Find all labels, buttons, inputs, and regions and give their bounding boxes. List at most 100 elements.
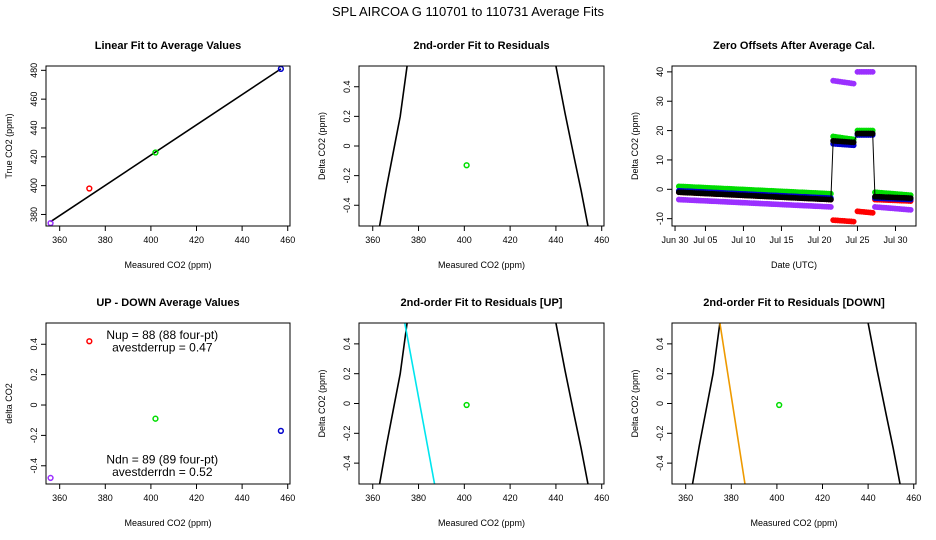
panel-p4: UP - DOWN Average Values 360 380 400 420 440 4… <box>4 297 295 528</box>
fit-line <box>867 323 901 484</box>
y-tick-label: 30 <box>655 96 665 106</box>
x-tick-label: 440 <box>235 493 250 503</box>
fit-line <box>719 323 746 484</box>
y-tick-label: 460 <box>29 92 39 107</box>
x-tick-label: 360 <box>678 493 693 503</box>
x-tick-label: 420 <box>503 493 518 503</box>
plot-frame <box>671 322 917 485</box>
y-axis-label: Delta CO2 (ppm) <box>630 369 640 437</box>
y-tick-label: 20 <box>655 126 665 136</box>
data-layer <box>47 66 285 226</box>
x-tick-label: 460 <box>594 235 609 245</box>
plot-frame <box>358 65 605 227</box>
y-tick-label: -0.4 <box>342 198 352 214</box>
fit-line <box>50 68 282 223</box>
panel-title: UP - DOWN Average Values <box>96 297 239 309</box>
y-tick-label: -0.2 <box>655 426 665 442</box>
data-point <box>463 401 470 409</box>
y-tick-label: 400 <box>29 178 39 193</box>
plot-frame <box>45 322 291 485</box>
data-point <box>776 401 783 409</box>
y-tick-label: -0.4 <box>655 455 665 471</box>
x-tick-label: 380 <box>724 493 739 503</box>
x-tick-label: Jul 30 <box>883 235 907 245</box>
data-point <box>152 149 159 156</box>
annotation: Ndn = 89 (89 four-pt) <box>106 453 218 467</box>
data-point <box>277 427 285 434</box>
x-tick-label: 460 <box>280 493 295 503</box>
x-tick-label: 420 <box>189 493 204 503</box>
x-axis-label: Date (UTC) <box>771 260 817 270</box>
x-axis-label: Measured CO2 (ppm) <box>438 518 525 528</box>
annotation: avestderrdn = 0.52 <box>112 465 213 479</box>
panel-title: 2nd-order Fit to Residuals [DOWN] <box>703 297 885 309</box>
x-tick-label: 440 <box>548 493 563 503</box>
x-tick-label: 420 <box>815 493 830 503</box>
y-tick-label: 380 <box>29 207 39 222</box>
y-tick-label: 480 <box>29 63 39 78</box>
y-tick-label: 10 <box>655 155 665 165</box>
x-tick-label: Jul 05 <box>693 235 717 245</box>
x-tick-label: 460 <box>906 493 921 503</box>
panel-p2: 2nd-order Fit to Residuals 360 380 400 420 44… <box>317 40 609 270</box>
x-tick-label: 360 <box>365 493 380 503</box>
series-point <box>869 209 876 216</box>
y-tick-label: -10 <box>655 212 665 225</box>
y-tick-label: -0.2 <box>29 428 39 444</box>
annotation: Nup = 88 (88 four-pt) <box>106 328 218 342</box>
y-tick-label: 0.2 <box>342 367 352 380</box>
x-tick-label: 440 <box>548 235 563 245</box>
data-point <box>152 415 159 422</box>
series-jump <box>853 133 858 143</box>
series-jump <box>830 140 834 200</box>
x-tick-label: 400 <box>143 493 158 503</box>
data-layer <box>378 323 589 484</box>
series-point <box>850 218 857 225</box>
x-axis-label: Measured CO2 (ppm) <box>438 260 525 270</box>
panel-p1: Linear Fit to Average Values 360 380 400 420… <box>4 40 295 270</box>
figure-title: SPL AIRCOA G 110701 to 110731 Average Fi… <box>332 4 604 19</box>
y-tick-label: -0.2 <box>342 426 352 442</box>
plot-frame <box>358 322 605 485</box>
y-tick-label: 0.4 <box>342 338 352 351</box>
x-tick-label: Jul 20 <box>807 235 831 245</box>
x-tick-label: 460 <box>280 235 295 245</box>
series-jump <box>872 133 876 197</box>
plot-frame <box>45 65 291 227</box>
x-tick-label: 380 <box>98 235 113 245</box>
data-layer <box>47 338 285 482</box>
x-tick-label: 460 <box>594 493 609 503</box>
y-tick-label: 0.4 <box>655 338 665 351</box>
y-tick-label: 0 <box>655 187 665 192</box>
x-tick-label: 400 <box>457 493 472 503</box>
panel-title: Zero Offsets After Average Cal. <box>713 40 875 52</box>
x-tick-label: 420 <box>189 235 204 245</box>
data-point <box>47 474 54 482</box>
panel-title: 2nd-order Fit to Residuals [UP] <box>401 297 563 309</box>
x-tick-label: Jul 15 <box>769 235 793 245</box>
y-axis-label: Delta CO2 (ppm) <box>317 369 327 437</box>
y-tick-label: 420 <box>29 149 39 164</box>
x-tick-label: Jul 10 <box>731 235 755 245</box>
y-tick-label: 0.2 <box>655 367 665 380</box>
x-tick-label: 360 <box>52 235 67 245</box>
data-point <box>86 185 93 192</box>
fit-line <box>555 66 589 226</box>
y-tick-label: -0.4 <box>29 458 39 474</box>
y-tick-label: 0.2 <box>342 110 352 123</box>
x-tick-label: 400 <box>143 235 158 245</box>
y-tick-label: 0 <box>342 143 352 148</box>
fit-line <box>378 323 408 484</box>
x-tick-label: Jul 25 <box>845 235 869 245</box>
panel-p5: 2nd-order Fit to Residuals [UP] 360 380 400… <box>317 297 609 528</box>
x-axis-label: Measured CO2 (ppm) <box>750 518 837 528</box>
annotation: avestderrup = 0.47 <box>112 340 213 354</box>
y-tick-label: 0 <box>342 401 352 406</box>
fit-line <box>378 66 408 226</box>
x-axis-label: Measured CO2 (ppm) <box>124 518 211 528</box>
y-tick-label: -0.4 <box>342 455 352 471</box>
data-layer <box>675 68 914 225</box>
